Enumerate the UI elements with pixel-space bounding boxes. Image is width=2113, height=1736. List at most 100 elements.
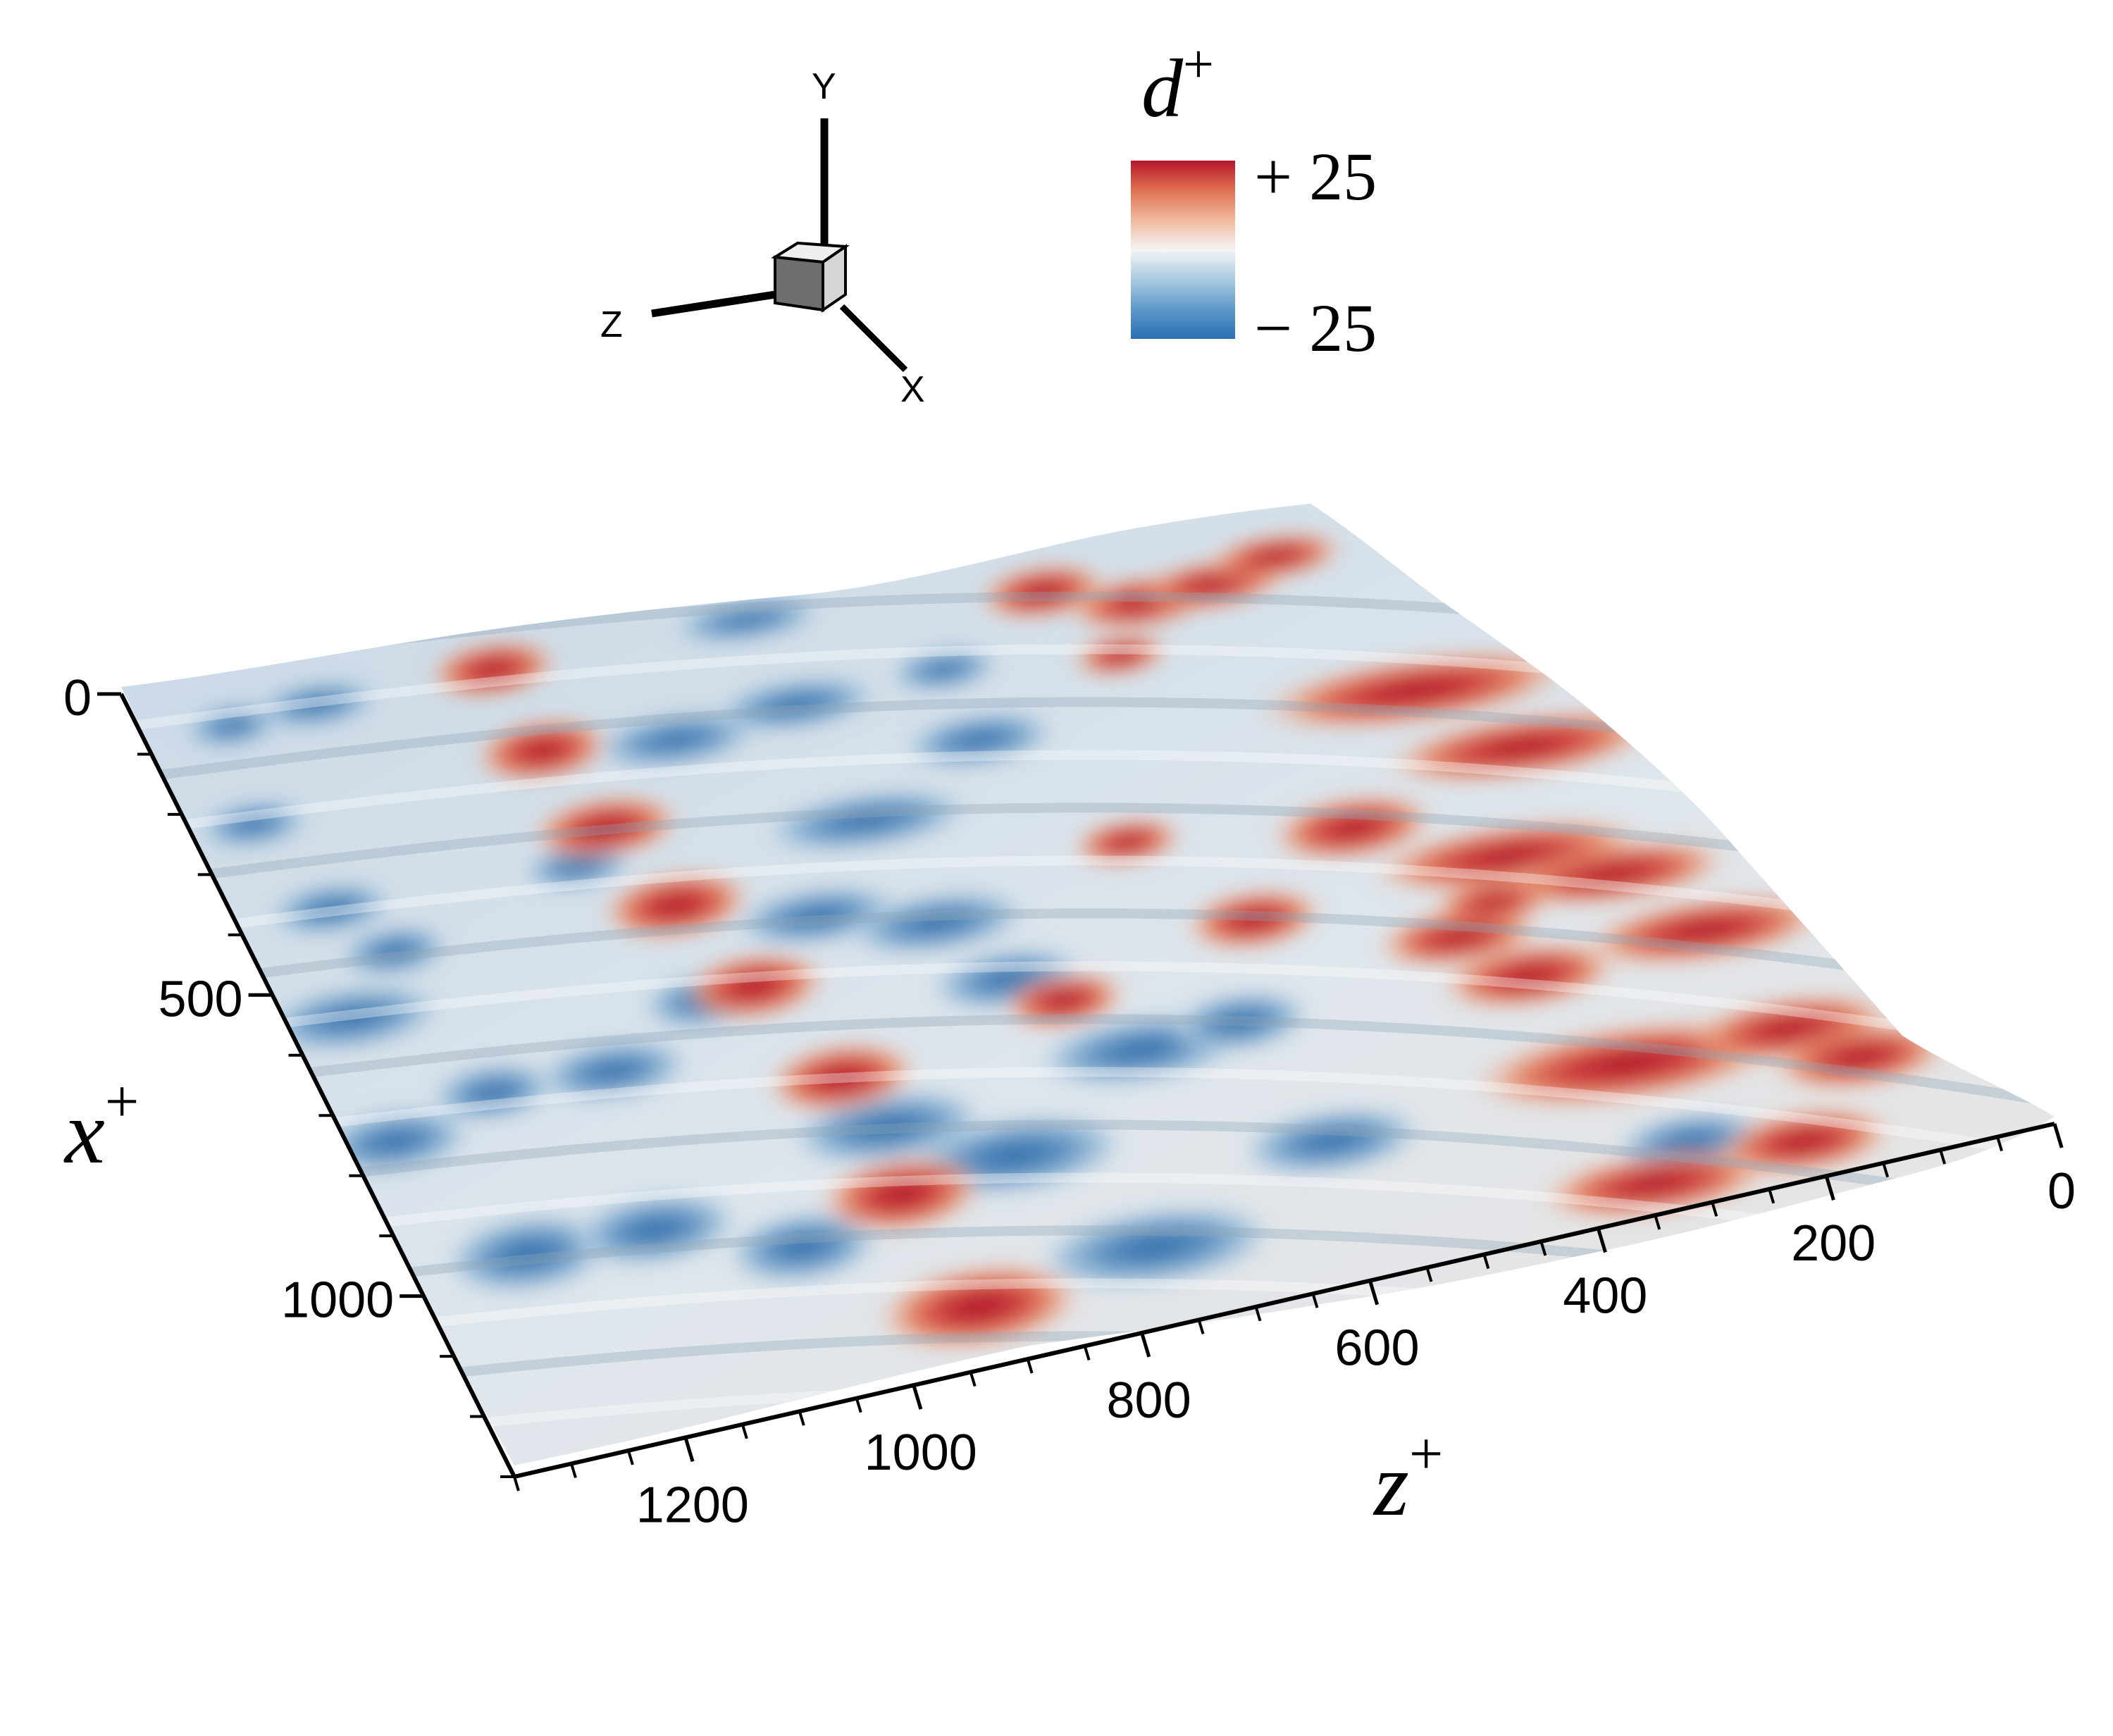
z-axis-tick bbox=[1768, 1189, 1776, 1204]
z-axis-tick bbox=[1368, 1279, 1380, 1306]
z-axis-tick bbox=[741, 1424, 748, 1439]
colorbar-min-label: − 25 bbox=[1254, 290, 1377, 366]
surface-high-region bbox=[599, 870, 754, 941]
z-axis-line bbox=[514, 1122, 2055, 1479]
surface-high-region bbox=[1000, 971, 1127, 1030]
z-axis-tick-label: 600 bbox=[1334, 1320, 1419, 1377]
surface-low-region bbox=[726, 1210, 881, 1284]
colorbar-title-main: d bbox=[1141, 42, 1184, 135]
surface-high-region bbox=[528, 794, 683, 862]
x-axis-tick-label: 500 bbox=[158, 971, 242, 1027]
surface-high-region bbox=[680, 951, 828, 1022]
z-axis-tick-label: 400 bbox=[1563, 1267, 1647, 1324]
surface-high-region bbox=[1382, 709, 1662, 784]
z-axis-tick-labels: 0 200 400 600 800 1000 1200 bbox=[636, 1163, 2076, 1533]
z-axis-tick bbox=[683, 1437, 695, 1463]
x-axis-title-sup: + bbox=[105, 1067, 140, 1135]
surface-high-region bbox=[472, 717, 613, 783]
colorbar-gradient-bar bbox=[1131, 161, 1235, 339]
surface-high-region bbox=[426, 640, 560, 699]
surface-low-region bbox=[669, 596, 824, 644]
z-axis-tick bbox=[1711, 1201, 1718, 1217]
x-axis-line bbox=[119, 693, 516, 1478]
surface-low-region bbox=[1170, 991, 1310, 1053]
z-axis-tick bbox=[570, 1463, 577, 1479]
surface-low-region bbox=[535, 1039, 690, 1103]
surface-low-region bbox=[902, 711, 1057, 769]
surface-high-region bbox=[874, 1263, 1084, 1351]
z-axis-tick bbox=[912, 1384, 923, 1410]
z-axis-tick bbox=[1083, 1345, 1091, 1361]
surface-pattern bbox=[183, 532, 1951, 1351]
z-axis-tick bbox=[1824, 1175, 1835, 1201]
surface-ridge bbox=[121, 1067, 2055, 1164]
surface-low-region bbox=[1036, 1205, 1275, 1289]
z-axis-tick bbox=[2052, 1123, 2064, 1148]
orientation-z-label: Z bbox=[600, 304, 623, 345]
surface-high-region bbox=[1368, 819, 1648, 893]
colorbar-title: d+ bbox=[1141, 33, 1214, 135]
surface-high-region bbox=[817, 1154, 986, 1234]
surface-low-region bbox=[268, 882, 395, 936]
z-axis-tick bbox=[1996, 1136, 2003, 1152]
surface-ridge bbox=[121, 908, 2055, 1005]
x-axis-ticks bbox=[97, 692, 514, 1478]
surface-low-region bbox=[571, 1192, 740, 1267]
orientation-z-axis bbox=[651, 288, 790, 318]
surface-low-region bbox=[197, 800, 310, 848]
orientation-y-label: Y bbox=[812, 66, 836, 107]
surface-low-region bbox=[712, 676, 880, 733]
z-axis-tick bbox=[1026, 1358, 1034, 1374]
surface-low-region bbox=[593, 710, 760, 769]
surface-high-region bbox=[1769, 1022, 1951, 1091]
surface-ridge bbox=[121, 855, 2055, 953]
z-axis-title-main: z bbox=[1372, 1434, 1409, 1534]
z-axis-tick-label: 200 bbox=[1791, 1215, 1876, 1272]
surface-ridge bbox=[121, 1331, 2055, 1428]
surface-high-region bbox=[1579, 893, 1831, 967]
surface-low-region bbox=[261, 984, 443, 1053]
z-axis-tick bbox=[513, 1476, 520, 1492]
z-axis-tick bbox=[1482, 1253, 1490, 1270]
z-axis-tick bbox=[1425, 1267, 1433, 1282]
orientation-axes: Y Z X bbox=[600, 66, 925, 410]
surface-ridge bbox=[121, 961, 2055, 1058]
surface-low-region bbox=[444, 1214, 613, 1294]
x-axis-title-main: x bbox=[63, 1082, 105, 1182]
z-axis-tick bbox=[855, 1398, 862, 1413]
colorbar: d+ + 25 − 25 bbox=[1131, 33, 1377, 366]
surface-low-region bbox=[254, 680, 380, 729]
orientation-x-label: X bbox=[900, 369, 925, 410]
orientation-cube bbox=[770, 241, 850, 313]
surface-ridge bbox=[121, 1384, 2055, 1465]
surface-ridge bbox=[121, 802, 2055, 900]
z-axis-tick bbox=[1197, 1319, 1205, 1334]
z-axis-tick bbox=[1311, 1293, 1319, 1308]
axes-frame: 0 500 1000 0 200 400 600 800 1000 1200 x+ z + bbox=[63, 670, 2076, 1534]
surface-high-region bbox=[1071, 634, 1170, 676]
z-axis-tick bbox=[627, 1450, 634, 1465]
z-axis-tick bbox=[1140, 1332, 1151, 1358]
surface-high-region bbox=[1071, 818, 1184, 866]
z-axis-tick bbox=[1596, 1227, 1607, 1253]
z-axis-tick-label: 1200 bbox=[636, 1477, 749, 1533]
z-axis-tick-label: 1000 bbox=[865, 1425, 977, 1481]
surface-high-region bbox=[1269, 794, 1437, 862]
z-axis-tick bbox=[1539, 1241, 1547, 1256]
x-axis-title: x+ bbox=[63, 1067, 139, 1182]
z-axis-tick bbox=[1654, 1215, 1661, 1230]
surface-high-region bbox=[1256, 650, 1577, 731]
z-axis-tick-label: 800 bbox=[1107, 1372, 1191, 1429]
x-axis-tick-label: 0 bbox=[63, 670, 92, 726]
surface-high-region bbox=[1205, 532, 1346, 581]
orientation-x-axis bbox=[839, 304, 908, 373]
surface-high-region bbox=[1184, 888, 1325, 950]
surface-low-region bbox=[888, 647, 1000, 692]
surface-low-region bbox=[846, 891, 1028, 955]
surface-low-region bbox=[430, 1062, 557, 1122]
z-axis-tick-label: 0 bbox=[2047, 1163, 2076, 1220]
z-axis-tick bbox=[1254, 1306, 1262, 1322]
surface-low-region bbox=[338, 925, 451, 977]
surface-low-region bbox=[1241, 1107, 1423, 1176]
